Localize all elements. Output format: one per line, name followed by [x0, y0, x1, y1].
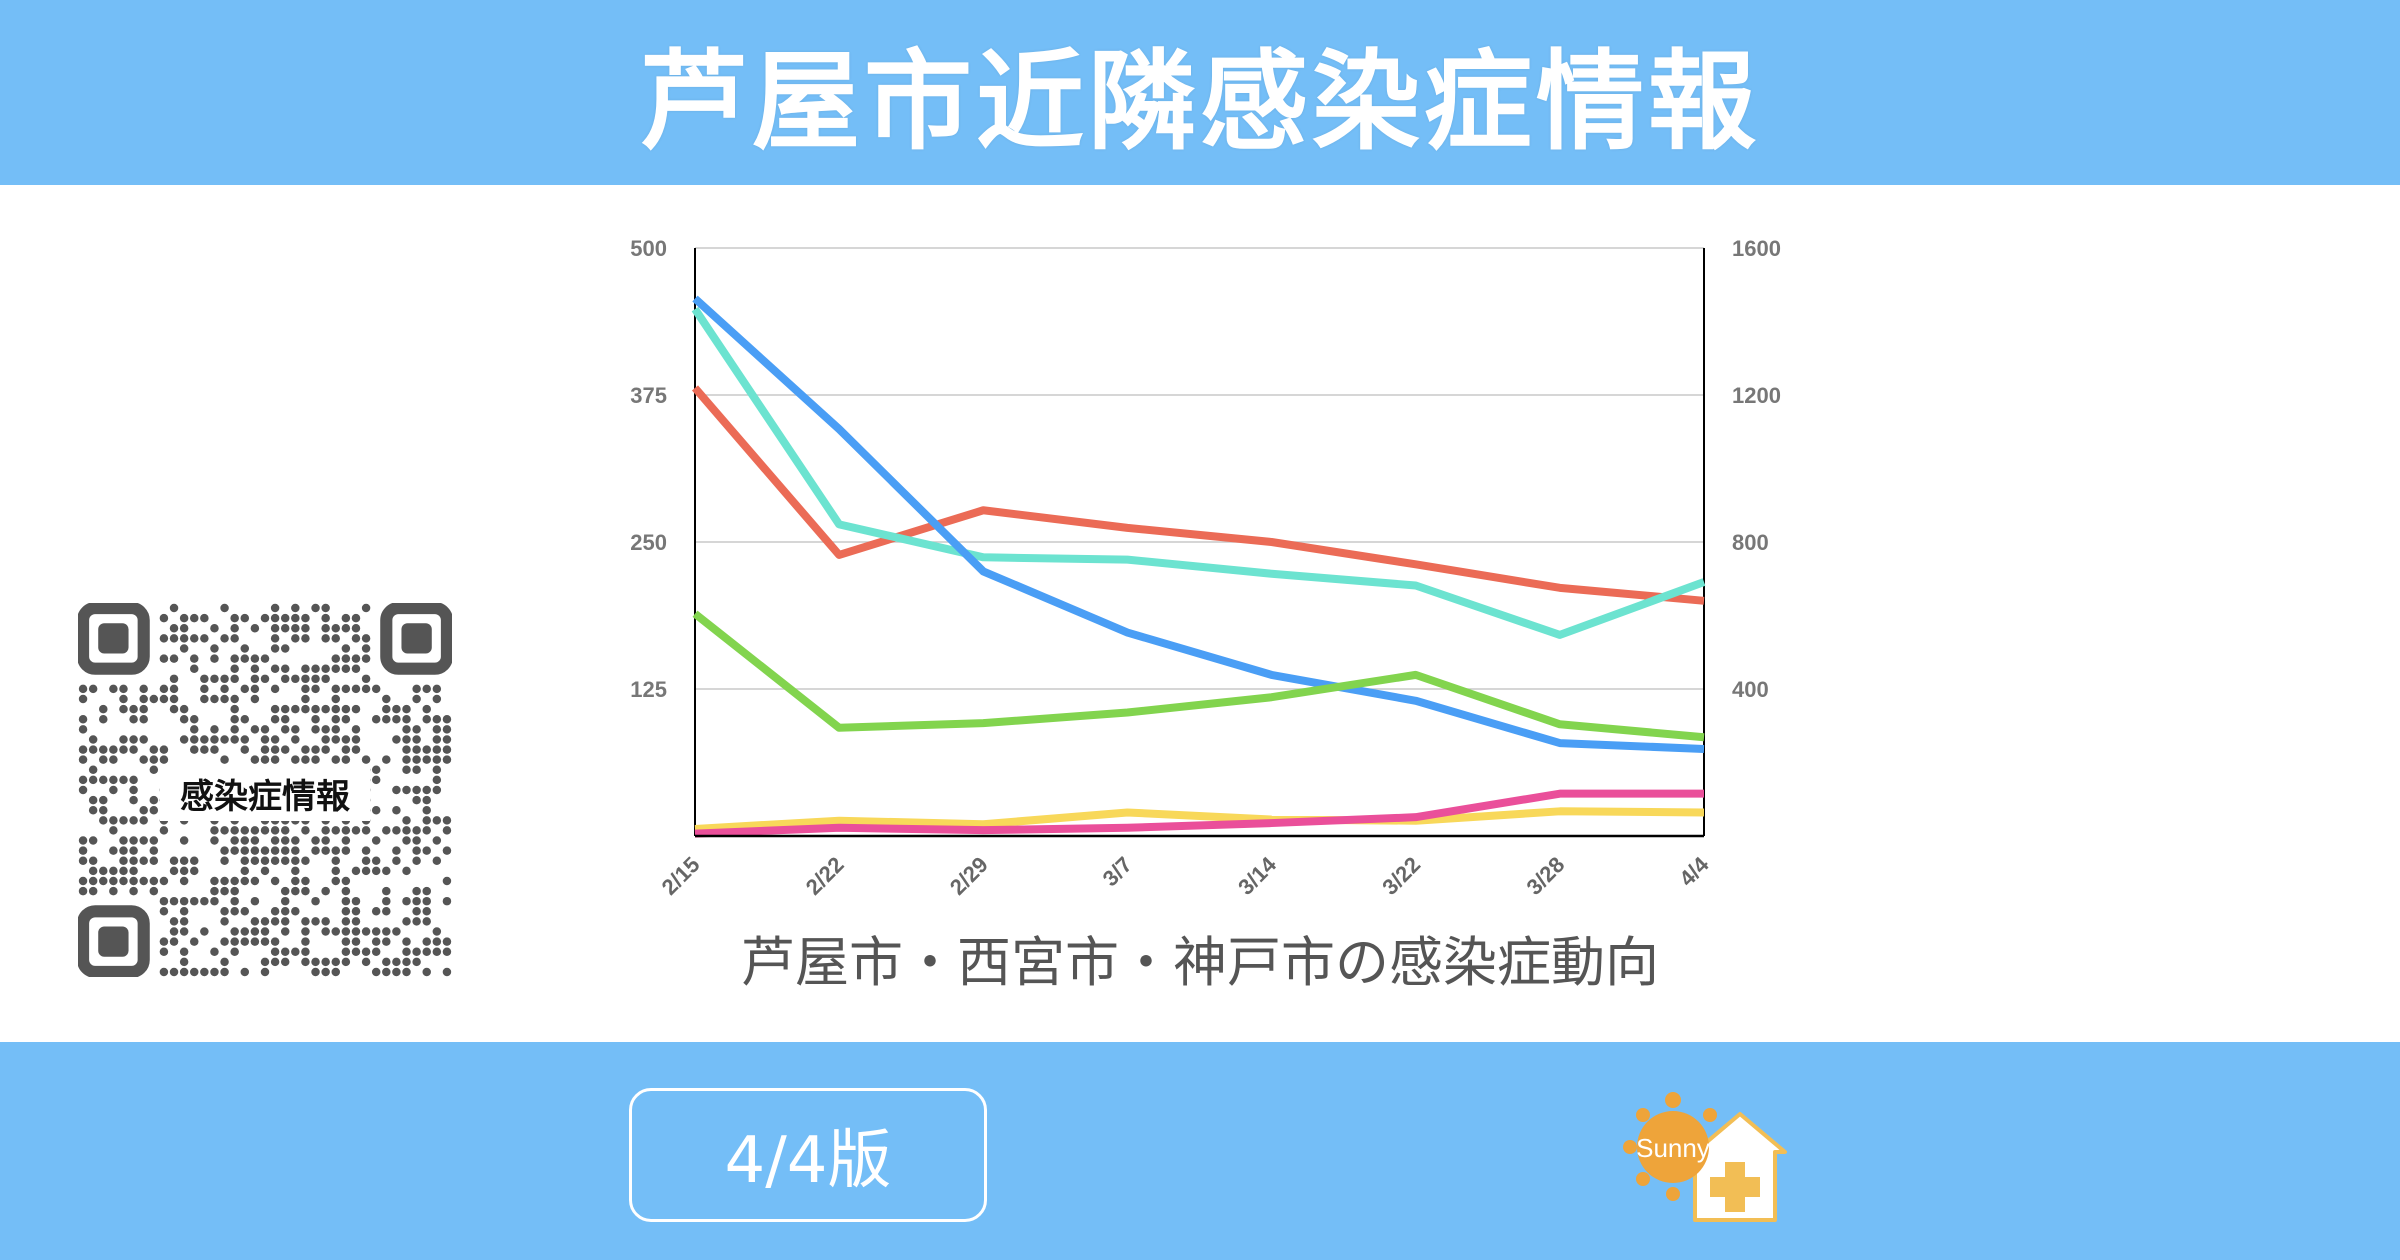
- chart-caption: 芦屋市・西宮市・神戸市の感染症動向: [741, 931, 1659, 994]
- left-tick-label: 125: [630, 677, 667, 702]
- series-line-5: [694, 789, 1704, 838]
- qr-label: 感染症情報: [160, 765, 370, 821]
- right-tick-label: 1600: [1732, 236, 1781, 261]
- left-tick-label: 500: [630, 236, 667, 261]
- left-tick-label: 375: [630, 383, 667, 408]
- footer-banner: 4/4版 Sunny: [0, 1042, 2400, 1260]
- series-line-3: [692, 610, 1705, 742]
- header-banner: 芦屋市近隣感染症情報: [0, 0, 2400, 185]
- x-tick-label: 2/15: [657, 852, 705, 900]
- right-tick-label: 400: [1732, 677, 1769, 702]
- series-line-4: [694, 807, 1705, 833]
- svg-text:Sunny: Sunny: [1636, 1133, 1710, 1163]
- edition-badge: 4/4版: [629, 1088, 987, 1222]
- series-line-0: [691, 385, 1705, 605]
- right-tick-label: 800: [1732, 530, 1769, 555]
- sunny-clinic-logo: Sunny: [1623, 1092, 1787, 1222]
- x-tick-label: 3/22: [1377, 852, 1425, 900]
- right-tick-label: 1200: [1732, 383, 1781, 408]
- line-chart: 500 1600 375 1200 250 800 125 400 2/15 2/22 2/29 3/…: [630, 236, 1781, 900]
- x-tick-label: 3/28: [1521, 852, 1569, 900]
- x-tick-label: 4/4: [1674, 851, 1714, 891]
- series-line-2: [692, 295, 1705, 753]
- qr-code[interactable]: [78, 603, 452, 977]
- x-tick-label: 2/29: [945, 852, 993, 900]
- x-tick-label: 2/22: [801, 852, 849, 900]
- page-title: 芦屋市近隣感染症情報: [639, 39, 1760, 165]
- left-tick-label: 250: [630, 530, 667, 555]
- series-line-1: [691, 306, 1706, 639]
- x-tick-label: 3/7: [1098, 852, 1137, 891]
- x-tick-label: 3/14: [1233, 851, 1281, 899]
